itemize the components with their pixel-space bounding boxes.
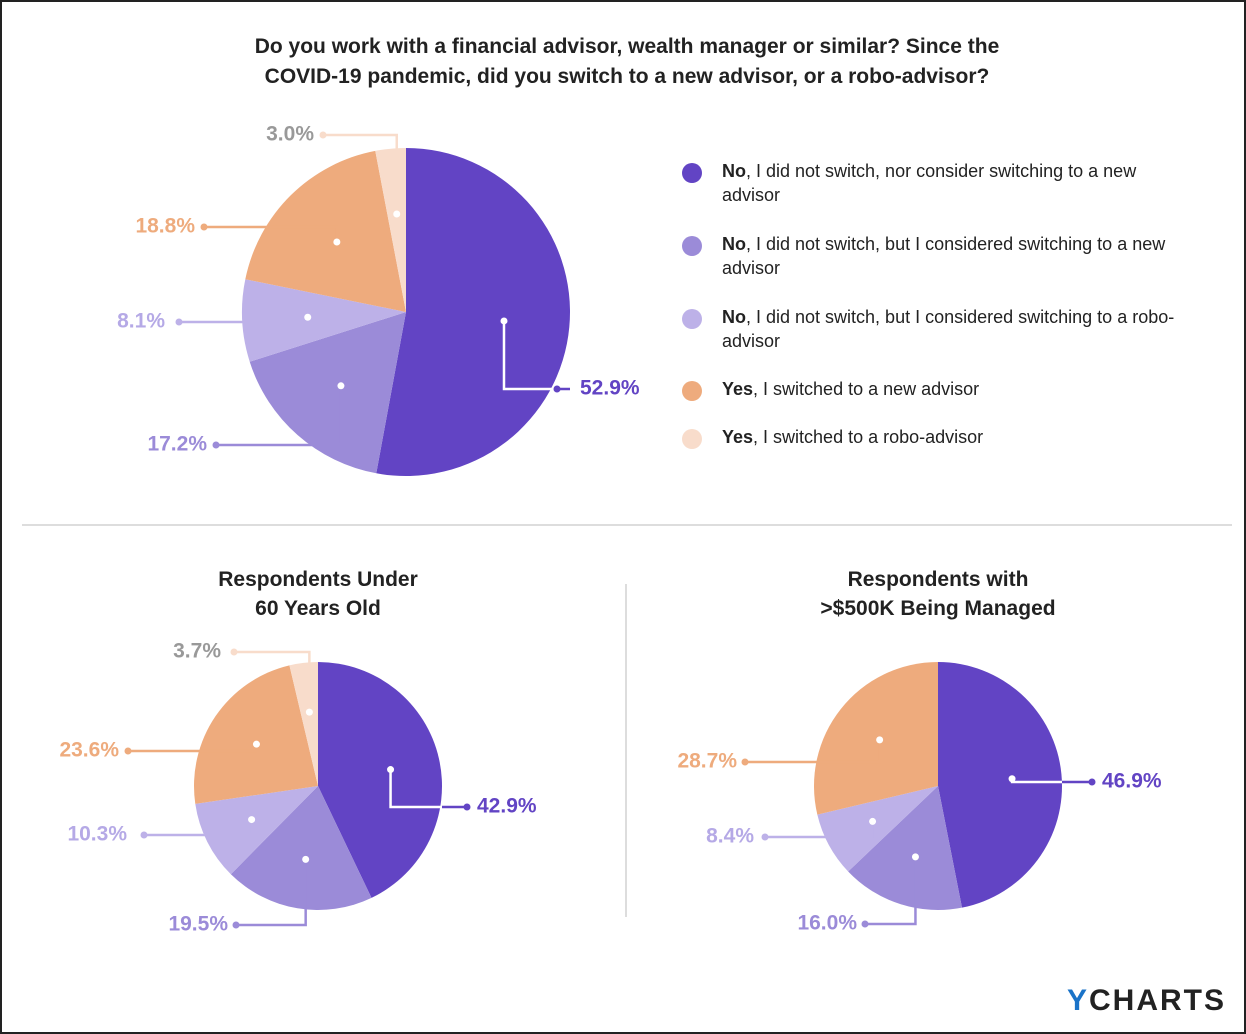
leader-dot — [333, 238, 341, 246]
value-label: 3.7% — [173, 640, 221, 663]
leader-line — [144, 819, 253, 837]
pie-slice — [195, 786, 318, 875]
leader-line — [502, 320, 557, 391]
leader-dot — [393, 210, 401, 218]
leader-dot — [337, 382, 345, 390]
leader-dot — [124, 747, 132, 755]
value-label: 46.9% — [1102, 770, 1162, 793]
legend-marker — [682, 309, 702, 329]
leader-dot — [252, 740, 260, 748]
pie-slice — [817, 786, 938, 872]
leader-line — [865, 856, 917, 926]
pie-slice — [318, 662, 442, 898]
leader-dot — [861, 920, 869, 928]
pie-slice — [289, 662, 318, 786]
leader-line — [216, 385, 343, 447]
value-label: 23.6% — [59, 739, 119, 762]
value-label: 10.3% — [67, 823, 127, 846]
leader-line — [236, 859, 307, 927]
logo: YCHARTS — [1066, 984, 1226, 1017]
value-label: 17.2% — [147, 433, 207, 456]
value-label: 28.7% — [677, 750, 737, 773]
leader-dot — [232, 921, 240, 929]
legend-label: Yes, I switched to a new advisor — [722, 379, 980, 399]
leader-dot — [1088, 778, 1096, 786]
legend-marker — [682, 236, 702, 256]
pie-slice — [242, 279, 406, 362]
leader-line — [323, 133, 398, 215]
pie-slice — [245, 150, 406, 312]
leader-dot — [869, 817, 877, 825]
leader-dot — [911, 853, 919, 861]
leader-dot — [175, 318, 183, 326]
leader-line — [234, 650, 311, 713]
leader-dot — [741, 758, 749, 766]
value-label: 8.4% — [706, 825, 754, 848]
leader-dot — [319, 131, 327, 139]
pie-slice — [848, 786, 963, 910]
value-label: 16.0% — [797, 912, 857, 935]
pie-slice — [376, 148, 571, 477]
pie-slice — [375, 148, 406, 312]
pie-slice — [230, 786, 372, 910]
legend-label: No, I did not switch, nor consider switc… — [722, 161, 1137, 205]
leader-dot — [200, 223, 208, 231]
legend-marker — [682, 163, 702, 183]
legend-label: No, I did not switch, but I considered s… — [722, 234, 1166, 278]
value-label: 19.5% — [168, 913, 228, 936]
leader-dot — [463, 803, 471, 811]
value-label: 8.1% — [117, 310, 165, 333]
leader-dot — [1008, 775, 1016, 783]
chart-title: Do you work with a financial advisor, we… — [254, 35, 1000, 88]
legend-marker — [682, 381, 702, 401]
leader-dot — [302, 855, 310, 863]
chart-title: Respondents with >$500K Being Managed — [820, 568, 1056, 620]
leader-dot — [387, 766, 395, 774]
leader-dot — [212, 441, 220, 449]
leader-dot — [761, 833, 769, 841]
leader-dot — [500, 317, 508, 325]
leader-dot — [553, 385, 561, 393]
pie-slice — [813, 662, 938, 815]
leader-dot — [230, 648, 238, 656]
pie-slice — [193, 665, 318, 804]
pie-slice — [938, 662, 1062, 908]
leader-line — [389, 769, 467, 809]
value-label: 42.9% — [477, 795, 537, 818]
chart-title: Respondents Under 60 Years Old — [218, 568, 418, 620]
legend-marker — [682, 429, 702, 449]
leader-line — [745, 739, 881, 764]
legend-label: Yes, I switched to a robo-advisor — [722, 427, 984, 447]
leader-dot — [304, 313, 312, 321]
leader-dot — [305, 708, 313, 716]
leader-line — [765, 821, 874, 839]
value-label: 18.8% — [135, 215, 195, 238]
leader-dot — [248, 816, 256, 824]
leader-dot — [140, 831, 148, 839]
value-label: 52.9% — [580, 377, 640, 400]
value-label: 3.0% — [266, 123, 314, 146]
legend-label: No, I did not switch, but I considered s… — [722, 307, 1175, 351]
leader-dot — [876, 736, 884, 744]
leader-line — [204, 225, 339, 242]
pie-slice — [249, 312, 406, 474]
